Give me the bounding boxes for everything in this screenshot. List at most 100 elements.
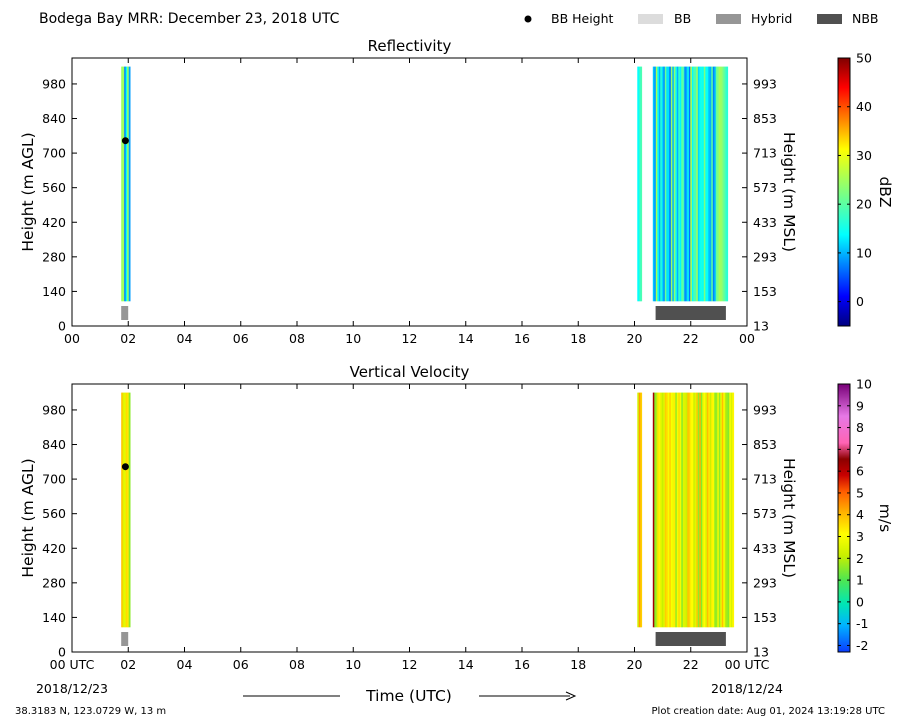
colorbar-tick-label: 40: [856, 99, 872, 114]
colorbar-tick-label: 1: [856, 573, 864, 588]
bright-band-point: [122, 463, 129, 470]
x-tick-label: 16: [514, 331, 530, 346]
legend-label-bb-height: BB Height: [551, 11, 614, 26]
bright-band-type-bar: [121, 632, 128, 646]
y-tick-label-right: 713: [753, 472, 777, 487]
x-tick-label: 04: [177, 331, 193, 346]
velocity-panel: Vertical Velocity 00 UTC 02 04 06 08 10 12 14 16…: [19, 363, 894, 672]
colorbar-tick-label: 50: [856, 51, 872, 66]
x-tick-label: 20: [627, 657, 643, 672]
y-tick-label-right: 13: [753, 645, 769, 660]
x-tick-label: 06: [233, 331, 249, 346]
velocity-ylabel: Height (m AGL): [19, 458, 37, 577]
colorbar-tick-label: 5: [856, 485, 864, 500]
reflectivity-colorbar-label: dBZ: [876, 176, 894, 207]
y-tick-label-right: 13: [753, 319, 769, 334]
x-tick-label: 00: [64, 331, 80, 346]
x-tick-label: 22: [683, 657, 699, 672]
colorbar-tick-label: 0: [856, 294, 864, 309]
y-tick-label: 980: [42, 402, 66, 417]
location-text: 38.3183 N, 123.0729 W, 13 m: [15, 706, 166, 717]
legend-swatch-nbb: [817, 14, 842, 24]
data-column: [129, 393, 131, 628]
y-tick-label: 0: [58, 319, 66, 334]
reflectivity-panel: Reflectivity 00 02 04 06 08 10 12 14 16 18 20 22 000…: [19, 37, 894, 346]
x-tick-label: 02: [120, 657, 136, 672]
y-tick-label-right: 153: [753, 610, 777, 625]
y-tick-label: 700: [42, 472, 66, 487]
bright-band-type-bar: [121, 306, 128, 320]
velocity-plot-frame: [72, 384, 747, 652]
x-tick-label: 12: [402, 331, 418, 346]
y-tick-label: 560: [42, 180, 66, 195]
x-tick-label: 18: [570, 331, 586, 346]
colorbar-tick-label: -2: [856, 638, 868, 653]
y-tick-label: 420: [42, 541, 66, 556]
x-tick-label: 18: [570, 657, 586, 672]
creation-date-text: Plot creation date: Aug 01, 2024 13:19:2…: [652, 706, 885, 717]
y-tick-label-right: 993: [753, 402, 777, 417]
legend-swatch-hybrid: [716, 14, 741, 24]
y-tick-label-right: 293: [753, 249, 777, 264]
x-tick-label: 08: [289, 657, 305, 672]
data-column: [640, 67, 642, 302]
colorbar-tick-label: 10: [856, 377, 872, 392]
colorbar-tick-label: 30: [856, 148, 872, 163]
y-tick-label: 280: [42, 575, 66, 590]
reflectivity-ylabel: Height (m AGL): [19, 132, 37, 251]
x-tick-label: 04: [177, 657, 193, 672]
figure-title: Bodega Bay MRR: December 23, 2018 UTC: [39, 11, 340, 27]
start-date: 2018/12/23: [36, 681, 108, 696]
y-tick-label: 560: [42, 506, 66, 521]
y-tick-label: 980: [42, 76, 66, 91]
x-tick-label: 20: [627, 331, 643, 346]
colorbar-tick-label: 10: [856, 245, 872, 260]
y-tick-label-right: 153: [753, 284, 777, 299]
x-tick-label: 06: [233, 657, 249, 672]
bright-band-type-bar: [656, 306, 726, 320]
reflectivity-colorbar: [838, 58, 850, 326]
y-tick-label-right: 853: [753, 437, 777, 452]
y-tick-label: 280: [42, 249, 66, 264]
x-tick-label: 10: [345, 331, 361, 346]
y-tick-label: 0: [58, 645, 66, 660]
colorbar-tick-label: 6: [856, 464, 864, 479]
y-tick-label-right: 573: [753, 180, 777, 195]
bright-band-point: [122, 137, 129, 144]
y-tick-label: 140: [42, 610, 66, 625]
x-tick-label: 02: [120, 331, 136, 346]
end-date: 2018/12/24: [711, 681, 783, 696]
reflectivity-title: Reflectivity: [368, 37, 452, 55]
legend-label-nbb: NBB: [852, 11, 879, 26]
bright-band-type-bar: [656, 632, 726, 646]
data-column: [640, 393, 642, 628]
x-tick-label: 14: [458, 657, 474, 672]
colorbar-tick-label: 0: [856, 594, 864, 609]
legend-label-hybrid: Hybrid: [751, 11, 792, 26]
x-tick-label: 22: [683, 331, 699, 346]
data-column: [129, 67, 131, 302]
colorbar-tick-label: 4: [856, 507, 864, 522]
legend-label-bb: BB: [674, 11, 691, 26]
colorbar-tick-label: 8: [856, 420, 864, 435]
x-tick-label: 08: [289, 331, 305, 346]
velocity-data: [121, 393, 734, 646]
y-tick-label: 840: [42, 437, 66, 452]
y-tick-label: 420: [42, 215, 66, 230]
x-tick-label: 16: [514, 657, 530, 672]
data-column: [732, 393, 734, 628]
y-tick-label: 840: [42, 111, 66, 126]
y-tick-label-right: 293: [753, 575, 777, 590]
colorbar-tick-label: 20: [856, 197, 872, 212]
y-tick-label-right: 573: [753, 506, 777, 521]
y-tick-label: 140: [42, 284, 66, 299]
colorbar-tick-label: 3: [856, 529, 864, 544]
velocity-title: Vertical Velocity: [350, 363, 470, 381]
reflectivity-ylabel-right: Height (m MSL): [780, 132, 798, 252]
colorbar-tick-label: -1: [856, 616, 868, 631]
x-tick-label: 00 UTC: [50, 657, 95, 672]
legend-swatch-bb: [638, 14, 663, 24]
velocity-colorbar: [838, 384, 850, 652]
y-tick-label-right: 993: [753, 76, 777, 91]
